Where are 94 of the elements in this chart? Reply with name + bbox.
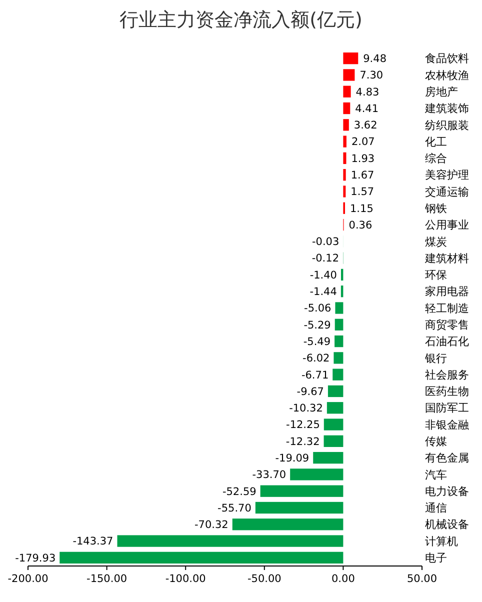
bar xyxy=(343,86,351,98)
data-label: -5.29 xyxy=(304,319,331,332)
chart-title: 行业主力资金净流入额(亿元) xyxy=(120,9,362,31)
y-tick-label: 化工 xyxy=(425,135,448,148)
bar xyxy=(343,102,350,114)
bar xyxy=(334,335,344,348)
bar xyxy=(290,468,344,480)
bar xyxy=(343,119,349,131)
y-tick-label: 公用事业 xyxy=(425,218,470,232)
x-tick-label: 50.00 xyxy=(406,573,438,585)
y-tick-label: 钢铁 xyxy=(424,202,448,215)
y-tick-label: 美容护理 xyxy=(425,168,470,182)
y-tick-label: 社会服务 xyxy=(425,368,470,382)
y-tick-label: 汽车 xyxy=(425,468,448,482)
y-tick-label: 综合 xyxy=(425,152,448,166)
data-label: -55.70 xyxy=(218,502,252,514)
data-label: -5.06 xyxy=(304,302,332,315)
y-tick-label: 电子 xyxy=(425,552,448,565)
data-label: -70.32 xyxy=(194,519,228,532)
y-tick-label: 国防军工 xyxy=(425,402,470,415)
data-label: 1.57 xyxy=(350,186,374,198)
bar xyxy=(343,69,355,81)
x-tick-label: -150.00 xyxy=(86,573,128,585)
data-label: 3.62 xyxy=(354,120,378,132)
data-label: 2.07 xyxy=(351,136,375,148)
bar xyxy=(343,169,346,181)
y-tick-label: 纺织服装 xyxy=(425,118,470,132)
x-tick-label: -200.00 xyxy=(8,573,48,585)
y-tick-label: 环保 xyxy=(425,268,448,282)
y-tick-label: 食品饮料 xyxy=(425,52,470,66)
data-label: 0.36 xyxy=(348,219,372,232)
data-label: 1.15 xyxy=(350,202,374,215)
bar xyxy=(332,368,344,380)
y-tick-label: 通信 xyxy=(425,502,448,515)
y-tick-label: 银行 xyxy=(424,352,448,365)
bar xyxy=(343,186,346,198)
y-tick-label: 传媒 xyxy=(425,435,448,448)
bar xyxy=(324,418,344,430)
bar xyxy=(324,435,344,447)
y-tick-label: 机械设备 xyxy=(425,518,470,532)
data-label: 9.48 xyxy=(363,53,387,65)
data-label: -19.09 xyxy=(275,452,310,464)
y-tick-label: 商贸零售 xyxy=(425,318,470,332)
data-label: -179.93 xyxy=(15,552,56,564)
data-label: -1.44 xyxy=(310,286,338,298)
data-label: -5.49 xyxy=(303,336,331,348)
bar xyxy=(343,136,346,148)
x-tick-label: -50.00 xyxy=(247,573,282,585)
bar xyxy=(328,385,344,398)
data-label: -33.70 xyxy=(252,469,286,482)
bar xyxy=(334,352,344,364)
x-tick-label: 0.00 xyxy=(332,573,355,585)
data-label: -9.67 xyxy=(296,386,324,398)
data-label: -12.25 xyxy=(286,419,320,432)
bar xyxy=(255,502,344,514)
data-label: -10.32 xyxy=(289,402,323,415)
y-tick-label: 家用电器 xyxy=(425,285,470,298)
data-label: -52.59 xyxy=(222,486,256,498)
y-tick-label: 轻工制造 xyxy=(425,302,470,315)
data-label: -6.71 xyxy=(301,369,329,382)
bar xyxy=(343,52,358,64)
y-tick-label: 建筑材料 xyxy=(424,252,470,265)
x-tick-label: -100.00 xyxy=(165,573,206,585)
data-label: 4.83 xyxy=(356,86,380,98)
y-tick-label: 农林牧渔 xyxy=(425,68,470,82)
bar xyxy=(232,518,344,530)
y-tick-label: 计算机 xyxy=(425,534,458,548)
y-tick-label: 房地产 xyxy=(425,85,458,98)
data-label: -143.37 xyxy=(72,536,114,548)
data-label: 1.93 xyxy=(351,152,375,165)
data-label: -6.02 xyxy=(302,352,330,365)
y-tick-label: 医药生物 xyxy=(425,385,470,398)
data-label: 4.41 xyxy=(355,102,379,115)
bar xyxy=(117,535,344,547)
y-tick-label: 石油石化 xyxy=(425,335,470,348)
bar xyxy=(60,552,344,564)
data-label: -12.32 xyxy=(286,436,320,448)
bar xyxy=(334,318,344,330)
y-tick-label: 电力设备 xyxy=(425,484,470,498)
bar xyxy=(335,302,344,314)
bar xyxy=(260,485,344,497)
bar xyxy=(326,402,344,414)
data-label: -0.12 xyxy=(312,252,340,265)
y-tick-label: 建筑装饰 xyxy=(424,102,470,116)
y-tick-label: 非银金融 xyxy=(425,418,470,432)
data-label: 7.30 xyxy=(360,70,384,82)
data-label: 1.67 xyxy=(350,170,374,182)
data-label: -1.40 xyxy=(310,269,337,282)
bar xyxy=(343,152,346,164)
data-label: -0.03 xyxy=(312,236,340,248)
y-tick-label: 有色金属 xyxy=(425,452,470,465)
y-tick-label: 煤炭 xyxy=(425,235,448,248)
y-tick-label: 交通运输 xyxy=(425,185,470,198)
bar xyxy=(313,452,344,464)
